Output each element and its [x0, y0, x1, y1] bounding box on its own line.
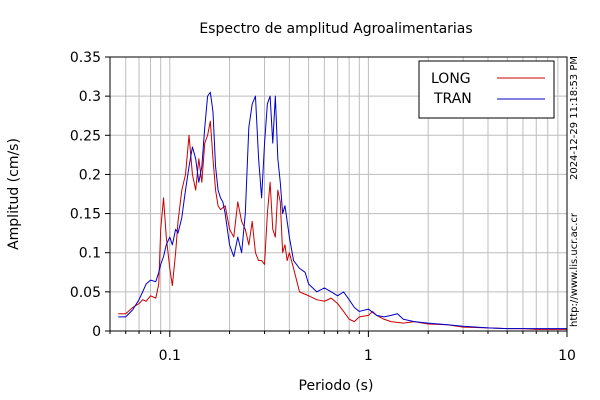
- x-axis-label: Periodo (s): [299, 378, 374, 394]
- y-axis-label: Amplitud (cm/s): [6, 138, 22, 250]
- plot-frame: [109, 56, 568, 332]
- y-tick-label: 0.35: [70, 50, 101, 66]
- timestamp-label: 2024-12-29 11:18:53 PM: [569, 56, 580, 180]
- y-tick-label: 0.15: [70, 207, 101, 223]
- legend-box: [418, 60, 555, 119]
- y-tick-label: 0.05: [70, 285, 101, 301]
- x-tick-label: 0.1: [159, 348, 181, 364]
- legend: LONG TRAN: [418, 60, 555, 119]
- x-tick-label: 1: [364, 348, 373, 364]
- legend-label-long: LONG: [431, 71, 471, 87]
- axis-ticks: 0 0.05 0.1 0.15 0.2 0.25 0.3 0.35 0.1 1 10: [70, 50, 576, 364]
- series-line-tran: [118, 91, 567, 330]
- x-tick-label: 10: [558, 348, 576, 364]
- source-url-label: http://www.lis.ucr.ac.cr: [569, 212, 580, 327]
- series-lines: [118, 91, 567, 330]
- y-tick-label: 0: [92, 324, 101, 340]
- grid: [109, 56, 568, 332]
- series-line-long: [118, 120, 567, 330]
- y-tick-label: 0.25: [70, 128, 101, 144]
- y-tick-label: 0.3: [79, 89, 101, 105]
- legend-label-tran: TRAN: [433, 91, 472, 107]
- chart-title: Espectro de amplitud Agroalimentarias: [199, 21, 472, 37]
- y-tick-label: 0.1: [79, 246, 101, 262]
- y-tick-label: 0.2: [79, 167, 101, 183]
